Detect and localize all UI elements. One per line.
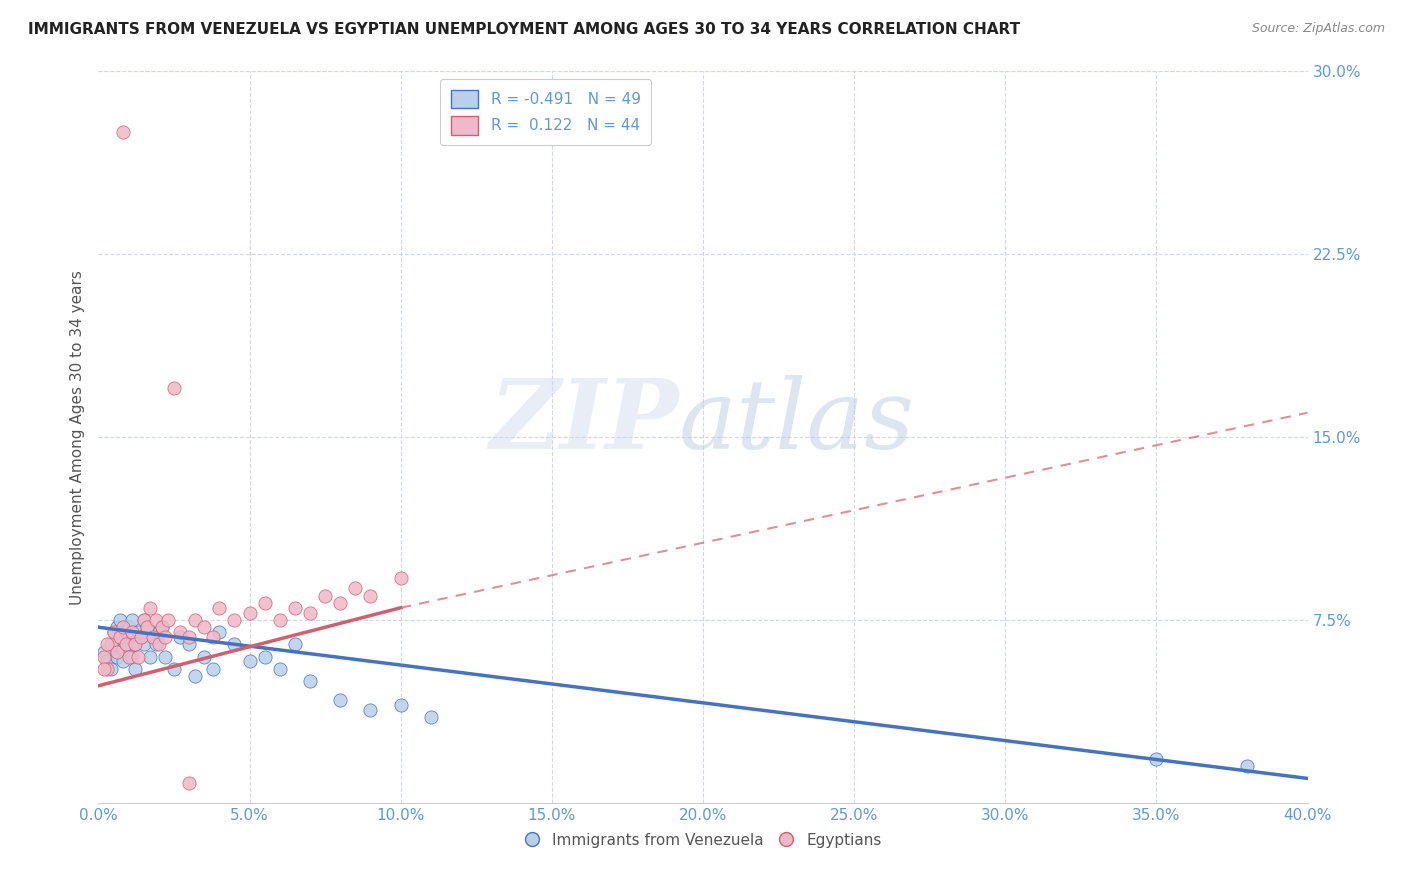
Point <box>208 625 231 640</box>
Point <box>253 649 276 664</box>
Point <box>389 572 412 586</box>
Point <box>150 620 173 634</box>
Point <box>105 645 128 659</box>
Point <box>118 649 141 664</box>
Point <box>96 662 118 676</box>
Point <box>156 613 179 627</box>
Point <box>103 625 125 640</box>
Point <box>108 630 131 644</box>
Point <box>139 600 162 615</box>
Point <box>224 637 246 651</box>
Text: IMMIGRANTS FROM VENEZUELA VS EGYPTIAN UNEMPLOYMENT AMONG AGES 30 TO 34 YEARS COR: IMMIGRANTS FROM VENEZUELA VS EGYPTIAN UN… <box>28 22 1021 37</box>
Point <box>420 710 443 724</box>
Point <box>169 630 191 644</box>
Point <box>118 620 141 634</box>
Point <box>114 637 136 651</box>
Point <box>148 625 170 640</box>
Point <box>329 596 352 610</box>
Point <box>360 703 382 717</box>
Point <box>111 654 134 668</box>
Point <box>93 662 115 676</box>
Point <box>135 620 157 634</box>
Point <box>145 613 167 627</box>
Point <box>184 613 207 627</box>
Point <box>284 637 307 651</box>
Point <box>179 630 201 644</box>
Point <box>132 637 155 651</box>
Point <box>103 625 125 640</box>
Point <box>100 637 122 651</box>
Point <box>111 125 134 139</box>
Point <box>124 637 146 651</box>
Point <box>142 630 165 644</box>
Point <box>193 620 215 634</box>
Point <box>124 637 146 651</box>
Point <box>150 620 173 634</box>
Point <box>111 642 134 657</box>
Point <box>121 649 143 664</box>
Point <box>108 613 131 627</box>
Point <box>169 625 191 640</box>
Point <box>193 649 215 664</box>
Point <box>269 613 291 627</box>
Point <box>1144 752 1167 766</box>
Point <box>139 649 162 664</box>
Point <box>239 606 262 620</box>
Point <box>142 630 165 644</box>
Point <box>132 613 155 627</box>
Point <box>163 662 186 676</box>
Point <box>121 625 143 640</box>
Point <box>314 589 336 603</box>
Point <box>132 613 155 627</box>
Point <box>269 662 291 676</box>
Y-axis label: Unemployment Among Ages 30 to 34 years: Unemployment Among Ages 30 to 34 years <box>69 269 84 605</box>
Point <box>129 630 152 644</box>
Point <box>179 637 201 651</box>
Point <box>93 649 115 664</box>
Point <box>108 630 131 644</box>
Point <box>118 630 141 644</box>
Point <box>121 613 143 627</box>
Point <box>145 637 167 651</box>
Point <box>1236 759 1258 773</box>
Point <box>129 630 152 644</box>
Point <box>153 630 176 644</box>
Point <box>184 669 207 683</box>
Point <box>127 625 149 640</box>
Point <box>96 654 118 668</box>
Point <box>127 649 149 664</box>
Point <box>114 637 136 651</box>
Point <box>105 649 128 664</box>
Text: ZIP: ZIP <box>489 376 679 469</box>
Point <box>299 606 322 620</box>
Point <box>239 654 262 668</box>
Point <box>224 613 246 627</box>
Point <box>111 620 134 634</box>
Legend: Immigrants from Venezuela, Egyptians: Immigrants from Venezuela, Egyptians <box>519 826 887 854</box>
Text: Source: ZipAtlas.com: Source: ZipAtlas.com <box>1251 22 1385 36</box>
Point <box>208 600 231 615</box>
Point <box>179 776 201 790</box>
Point <box>253 596 276 610</box>
Point <box>105 620 128 634</box>
Point <box>148 637 170 651</box>
Point <box>389 698 412 713</box>
Text: atlas: atlas <box>679 376 915 469</box>
Point <box>93 645 115 659</box>
Point <box>329 693 352 707</box>
Point <box>344 581 367 595</box>
Point <box>124 662 146 676</box>
Point <box>202 662 225 676</box>
Point <box>96 637 118 651</box>
Point <box>114 625 136 640</box>
Point <box>135 620 157 634</box>
Point <box>299 673 322 688</box>
Point <box>103 637 125 651</box>
Point <box>100 662 122 676</box>
Point <box>284 600 307 615</box>
Point <box>360 589 382 603</box>
Point <box>163 381 186 395</box>
Point <box>153 649 176 664</box>
Point <box>202 630 225 644</box>
